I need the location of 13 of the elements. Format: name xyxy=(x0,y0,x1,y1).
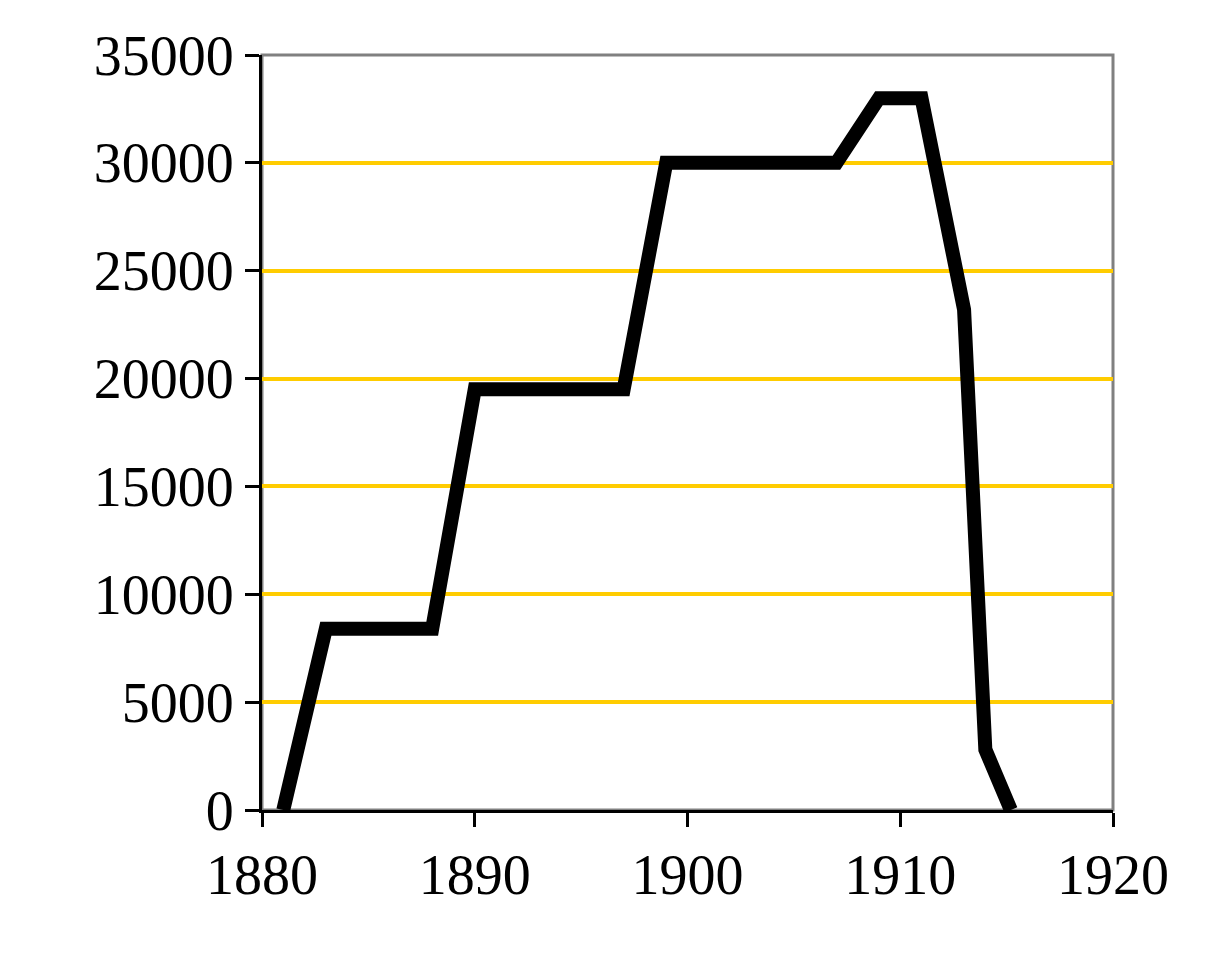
y-tick-label: 30000 xyxy=(93,132,234,195)
y-tick-label: 5000 xyxy=(121,671,234,734)
y-tick-label: 0 xyxy=(205,779,234,842)
x-tick-label: 1900 xyxy=(631,844,744,907)
y-tick-label: 10000 xyxy=(93,563,234,626)
x-tick-label: 1890 xyxy=(418,844,531,907)
y-tick-label: 20000 xyxy=(93,348,234,411)
x-tick-label: 1910 xyxy=(844,844,957,907)
y-tick-label: 25000 xyxy=(93,240,234,303)
x-tick-label: 1920 xyxy=(1057,844,1169,907)
y-tick-label: 35000 xyxy=(93,24,234,87)
y-tick-label: 15000 xyxy=(93,456,234,519)
x-tick-label: 1880 xyxy=(206,844,318,907)
